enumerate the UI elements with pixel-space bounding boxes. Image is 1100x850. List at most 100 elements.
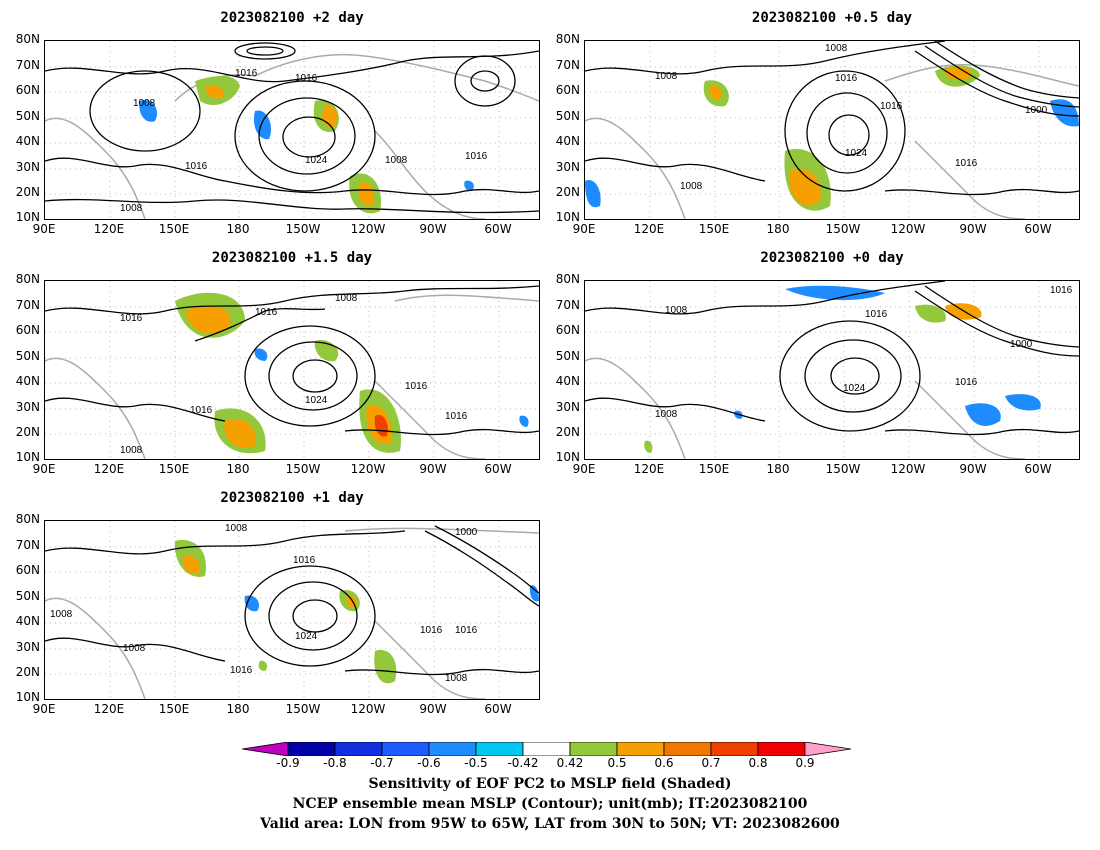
lat-tick: 20N [15,665,40,679]
lat-tick: 10N [555,210,580,224]
contour-label: 1008 [50,609,73,620]
lon-tick: 90W [959,222,987,236]
contour-label: 1024 [295,631,318,642]
colorbar-segment [334,741,383,757]
panel-title: 2023082100 +2 day [220,10,364,26]
colorbar-tick: 0.5 [607,756,627,770]
contour-label: 1016 [865,309,888,320]
contour-label: 1008 [123,643,146,654]
negative-sensitivity-shading [139,100,474,191]
lat-tick: 50N [555,349,580,363]
map-panel-plus-1.5-day: 2023082100 +1.5 day [16,250,540,476]
lat-tick: 30N [15,640,40,654]
strong-positive-shading [205,85,375,206]
lat-tick: 60N [15,323,40,337]
colorbar-segment [522,741,571,757]
lat-tick: 10N [15,210,40,224]
map-panel-plus-1-day: 2023082100 +1 day [16,490,540,716]
contour-label: 1008 [120,445,143,456]
contour-label: 1016 [955,158,978,169]
contour-label: 1016 [405,381,428,392]
colorbar-left-arrow [241,741,289,757]
contour-label: 1016 [420,625,443,636]
lat-tick: 40N [15,614,40,628]
mslp-contour-map: 1016 1016 1008 1016 1024 1016 1016 1008 [45,281,539,459]
lat-tick: 40N [15,134,40,148]
lat-tick: 10N [15,690,40,704]
contour-label: 1016 [1050,285,1073,296]
contour-label: 1016 [255,307,278,318]
mslp-contour-map: 1008 1000 1016 1008 1024 1016 1016 1008 1008 1016 [45,521,539,699]
lat-tick: 60N [15,563,40,577]
colorbar-segment [569,741,618,757]
lat-tick: 50N [15,589,40,603]
colorbar-segment [757,741,806,757]
contour-label: 1016 [835,73,858,84]
lon-tick: 150E [698,222,730,236]
map-panel-plus-2-day: 2023082100 +2 day [16,10,540,236]
contour-label: 1008 [680,181,703,192]
contour-label: 1008 [133,98,156,109]
colorbar-tick: 0.9 [795,756,815,770]
colorbar-tick: -0.9 [276,756,300,770]
lon-tick: 150W [285,702,321,716]
lat-tick: 20N [15,425,40,439]
contour-label: 1000 [1010,339,1033,350]
lon-tick: 120W [350,702,386,716]
contour-label: 1008 [120,203,143,214]
panel-title: 2023082100 +0.5 day [751,10,913,26]
lon-tick: 90E [32,222,56,236]
contour-label: 1008 [825,43,848,54]
lon-tick: 150E [158,702,190,716]
colorbar [241,741,862,757]
lat-tick: 70N [15,538,40,552]
lon-tick: 60W [484,222,512,236]
contour-label: 1016 [465,151,488,162]
lat-tick: 50N [555,109,580,123]
contour-label: 1008 [385,155,408,166]
colorbar-segment [710,741,759,757]
lon-tick: 90E [572,222,596,236]
lon-tick: 90E [32,462,56,476]
lon-tick: 180 [766,462,790,476]
caption-line-2: NCEP ensemble mean MSLP (Contour); unit(… [292,796,808,812]
map-area: 1016 1016 1008 1016 1024 1016 1016 1008 [44,280,540,460]
lat-tick: 70N [15,298,40,312]
contour-label: 1016 [230,665,253,676]
lon-tick: 150W [285,462,321,476]
lon-tick: 180 [766,222,790,236]
colorbar-tick: -0.42 [507,756,539,770]
colorbar-tick: 0.8 [748,756,768,770]
contour-label: 1016 [880,101,903,112]
lon-tick: 150W [825,462,861,476]
colorbar-segment [287,741,336,757]
lon-tick: 180 [226,462,250,476]
caption-line-1: Sensitivity of EOF PC2 to MSLP field (Sh… [368,776,732,792]
lat-tick: 40N [555,374,580,388]
colorbar-tick: 0.6 [654,756,674,770]
lat-tick: 60N [15,83,40,97]
contour-label: 1016 [955,377,978,388]
lon-tick: 60W [1024,462,1052,476]
lat-tick: 40N [15,374,40,388]
map-area: 1008 1016 1008 1016 1000 1024 1016 [584,280,1080,460]
map-area: 1016 1016 1008 1024 1016 1008 1016 1008 [44,40,540,220]
contour-label: 1016 [445,411,468,422]
contour-label: 1008 [445,673,468,684]
contour-label: 1008 [655,71,678,82]
lon-tick: 90W [419,702,447,716]
lat-tick: 30N [15,160,40,174]
lon-tick: 150E [158,222,190,236]
map-area: 1008 1008 1016 1016 1000 1024 1016 1008 [584,40,1080,220]
lon-tick: 120E [93,702,125,716]
caption-line-3: Valid area: LON from 95W to 65W, LAT fro… [260,816,840,832]
lat-tick: 30N [555,400,580,414]
contour-label: 1016 [120,313,143,324]
panel-title: 2023082100 +1 day [220,490,364,506]
colorbar-tick: 0.42 [556,756,584,770]
colorbar-right-arrow [804,741,852,757]
contour-label: 1008 [665,305,688,316]
lat-tick: 80N [15,32,40,46]
lon-tick: 120W [890,462,926,476]
lon-tick: 60W [1024,222,1052,236]
